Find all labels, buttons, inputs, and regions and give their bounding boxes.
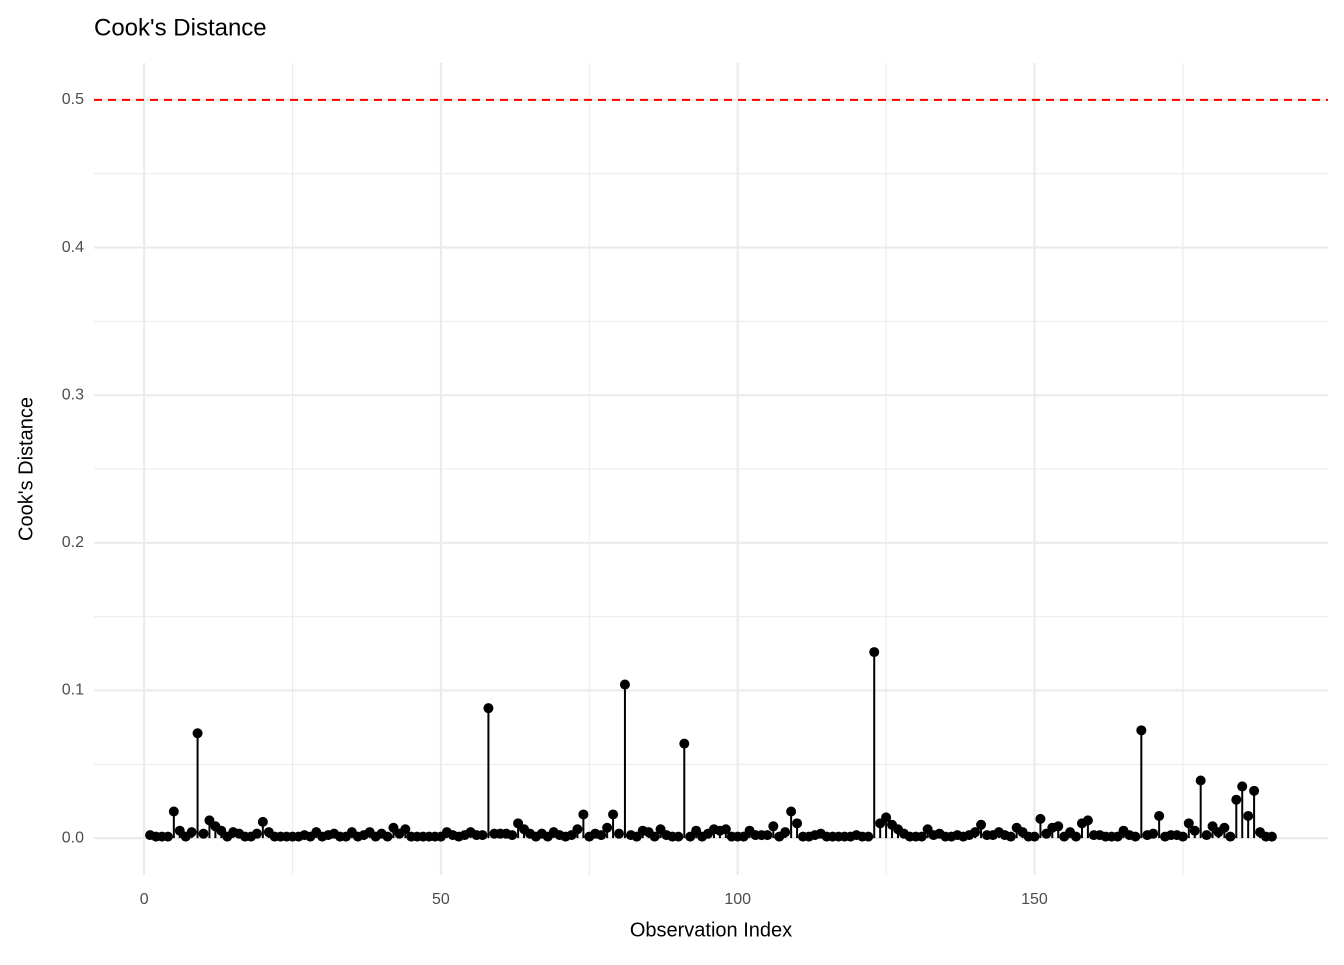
point	[768, 821, 779, 832]
point	[679, 738, 690, 749]
x-axis-title: Observation Index	[630, 919, 792, 941]
point	[1243, 810, 1254, 821]
point	[1201, 830, 1212, 841]
point	[1035, 813, 1046, 824]
point	[1005, 831, 1016, 842]
x-tick-label: 150	[1021, 891, 1048, 908]
point	[602, 822, 613, 833]
point	[1029, 831, 1040, 842]
point	[1225, 831, 1236, 842]
point	[186, 827, 197, 838]
chart-title: Cook's Distance	[94, 14, 267, 41]
point	[1195, 775, 1206, 786]
point	[1219, 822, 1230, 833]
point	[1231, 794, 1242, 805]
point	[1266, 831, 1277, 842]
point	[1177, 831, 1188, 842]
point	[382, 831, 393, 842]
point	[1130, 831, 1141, 842]
x-tick-label: 100	[724, 891, 751, 908]
point	[613, 828, 624, 839]
point	[400, 824, 411, 835]
point	[507, 830, 518, 841]
point	[596, 830, 607, 841]
y-tick-label: 0.2	[62, 534, 84, 551]
point	[572, 824, 583, 835]
point	[970, 827, 981, 838]
point	[976, 819, 987, 830]
y-tick-label: 0.1	[62, 682, 84, 699]
point	[251, 828, 262, 839]
y-tick-label: 0.5	[62, 91, 84, 108]
y-tick-label: 0.4	[62, 239, 84, 256]
point	[881, 812, 892, 823]
point	[786, 806, 797, 817]
point	[483, 703, 494, 714]
point	[792, 818, 803, 829]
point	[1249, 785, 1260, 796]
point	[649, 831, 660, 842]
point	[869, 647, 880, 658]
point	[608, 809, 619, 820]
x-tick-label: 50	[432, 891, 450, 908]
y-tick-label: 0.0	[62, 829, 84, 846]
point	[1071, 831, 1082, 842]
point	[673, 831, 684, 842]
point	[1053, 821, 1064, 832]
point	[720, 824, 731, 835]
point	[1183, 818, 1194, 829]
x-tick-label: 0	[140, 891, 149, 908]
y-tick-label: 0.3	[62, 386, 84, 403]
y-axis-title: Cook's Distance	[15, 397, 37, 541]
point	[762, 830, 773, 841]
point	[1154, 810, 1165, 821]
point	[1189, 825, 1200, 836]
point	[916, 831, 927, 842]
point	[477, 830, 488, 841]
point	[192, 728, 203, 739]
point	[257, 816, 268, 827]
point	[578, 809, 589, 820]
point	[168, 806, 179, 817]
point	[619, 679, 630, 690]
point	[162, 831, 173, 842]
point	[1082, 815, 1093, 826]
point	[863, 831, 874, 842]
point	[198, 828, 209, 839]
point	[780, 827, 791, 838]
point	[1136, 725, 1147, 736]
point	[1237, 781, 1248, 792]
point	[1148, 828, 1159, 839]
